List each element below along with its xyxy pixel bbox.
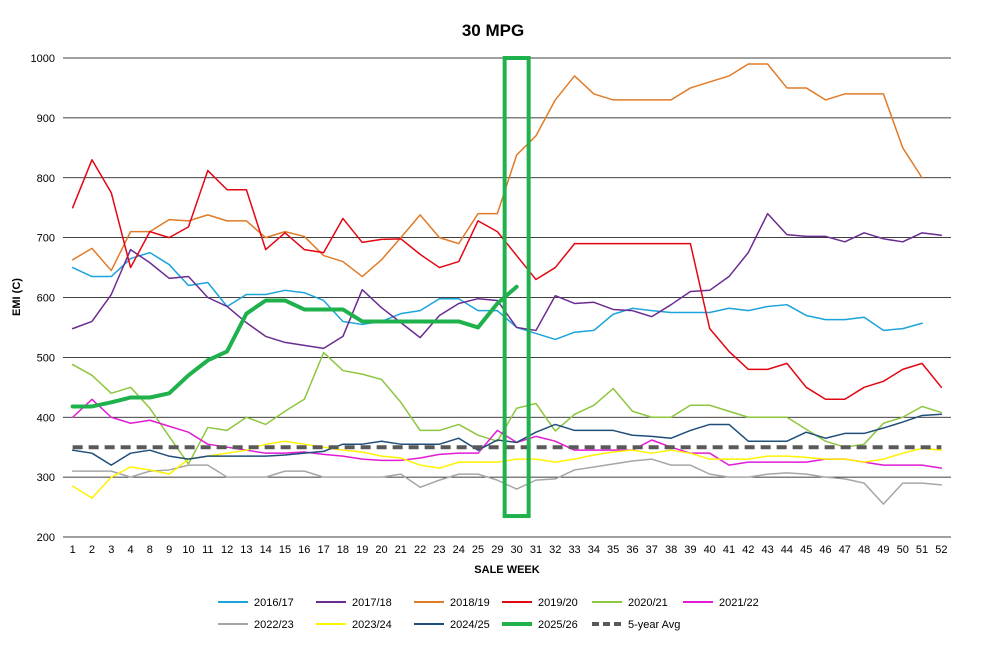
series-line-2025-26	[70, 284, 519, 409]
x-tick-label: 8	[147, 544, 153, 556]
x-tick-label: 10	[182, 544, 194, 556]
x-tick-label: 36	[626, 544, 638, 556]
series-line-2016-17	[71, 251, 923, 341]
legend-label: 5-year Avg	[628, 619, 680, 631]
x-tick-label: 19	[356, 544, 368, 556]
legend-label: 2025/26	[538, 619, 578, 631]
x-tick-label: 17	[317, 544, 329, 556]
x-axis-title: SALE WEEK	[474, 564, 539, 576]
legend-label: 2020/21	[628, 597, 668, 609]
y-tick-label: 600	[37, 293, 55, 305]
y-tick-label: 900	[37, 113, 55, 125]
x-tick-label: 20	[375, 544, 387, 556]
x-tick-label: 12	[221, 544, 233, 556]
x-tick-label: 3	[108, 544, 114, 556]
series-line-2024-25	[71, 413, 943, 466]
x-tick-label: 23	[433, 544, 445, 556]
y-tick-label: 200	[37, 532, 55, 544]
x-tick-label: 44	[781, 544, 793, 556]
x-tick-label: 39	[684, 544, 696, 556]
x-tick-label: 31	[530, 544, 542, 556]
series-line-2022-23	[71, 458, 943, 505]
x-tick-label: 14	[260, 544, 272, 556]
legend-label: 2024/25	[450, 619, 490, 631]
x-tick-label: 2	[89, 544, 95, 556]
chart-title: 30 MPG	[462, 21, 524, 40]
x-tick-label: 34	[588, 544, 600, 556]
y-axis-title: EMI (C)	[11, 278, 23, 316]
y-tick-label: 1000	[31, 53, 55, 65]
legend-label: 2018/19	[450, 597, 490, 609]
x-tick-label: 46	[819, 544, 831, 556]
y-tick-label: 400	[37, 412, 55, 424]
highlight-box	[502, 56, 531, 519]
x-tick-label: 13	[240, 544, 252, 556]
legend-label: 2019/20	[538, 597, 578, 609]
y-tick-label: 300	[37, 472, 55, 484]
x-tick-label: 52	[935, 544, 947, 556]
legend-label: 2017/18	[352, 597, 392, 609]
x-tick-label: 47	[839, 544, 851, 556]
x-tick-label: 43	[761, 544, 773, 556]
x-tick-label: 21	[395, 544, 407, 556]
legend-label: 2023/24	[352, 619, 392, 631]
y-tick-label: 500	[37, 352, 55, 364]
x-tick-label: 35	[607, 544, 619, 556]
x-tick-label: 33	[568, 544, 580, 556]
x-tick-label: 11	[202, 544, 213, 556]
x-tick-label: 18	[337, 544, 349, 556]
x-tick-label: 50	[897, 544, 909, 556]
series-line-2017-18	[71, 212, 943, 350]
x-tick-label: 24	[453, 544, 465, 556]
x-axis-ticks: 1 2 3 4 8 9 10 11 12 13 14 15 16 17 18 19 20 21 22 23 24 25 29…	[70, 544, 948, 556]
legend-label: 2021/22	[719, 597, 759, 609]
x-tick-label: 29	[491, 544, 503, 556]
series-line-2023-24	[71, 440, 943, 499]
x-tick-label: 41	[723, 544, 735, 556]
x-tick-label: 32	[549, 544, 561, 556]
y-axis-ticks: 200 300 400 500 600 700 800 900 1000	[31, 53, 55, 544]
x-tick-label: 4	[128, 544, 134, 556]
x-tick-label: 25	[472, 544, 484, 556]
y-tick-label: 700	[37, 233, 55, 245]
series-line-2020-21	[71, 351, 943, 465]
y-tick-label: 800	[37, 173, 55, 185]
x-tick-label: 16	[298, 544, 310, 556]
legend: 2016/17 2017/18 2018/19 2019/20 2020/21 2021/…	[218, 597, 759, 631]
x-tick-label: 37	[646, 544, 658, 556]
x-tick-label: 40	[704, 544, 716, 556]
x-tick-label: 45	[800, 544, 812, 556]
series-line-2019-20	[71, 159, 943, 401]
legend-label: 2016/17	[254, 597, 294, 609]
x-tick-label: 22	[414, 544, 426, 556]
x-tick-label: 48	[858, 544, 870, 556]
x-tick-label: 49	[877, 544, 889, 556]
series-layer	[70, 63, 943, 505]
x-tick-label: 51	[916, 544, 928, 556]
highlight-layer	[502, 56, 531, 519]
x-tick-label: 38	[665, 544, 677, 556]
x-tick-label: 15	[279, 544, 291, 556]
x-tick-label: 1	[70, 544, 76, 556]
x-tick-label: 30	[511, 544, 523, 556]
x-tick-label: 9	[166, 544, 172, 556]
x-tick-label: 42	[742, 544, 754, 556]
series-line-2018-19	[71, 63, 923, 278]
legend-label: 2022/23	[254, 619, 294, 631]
